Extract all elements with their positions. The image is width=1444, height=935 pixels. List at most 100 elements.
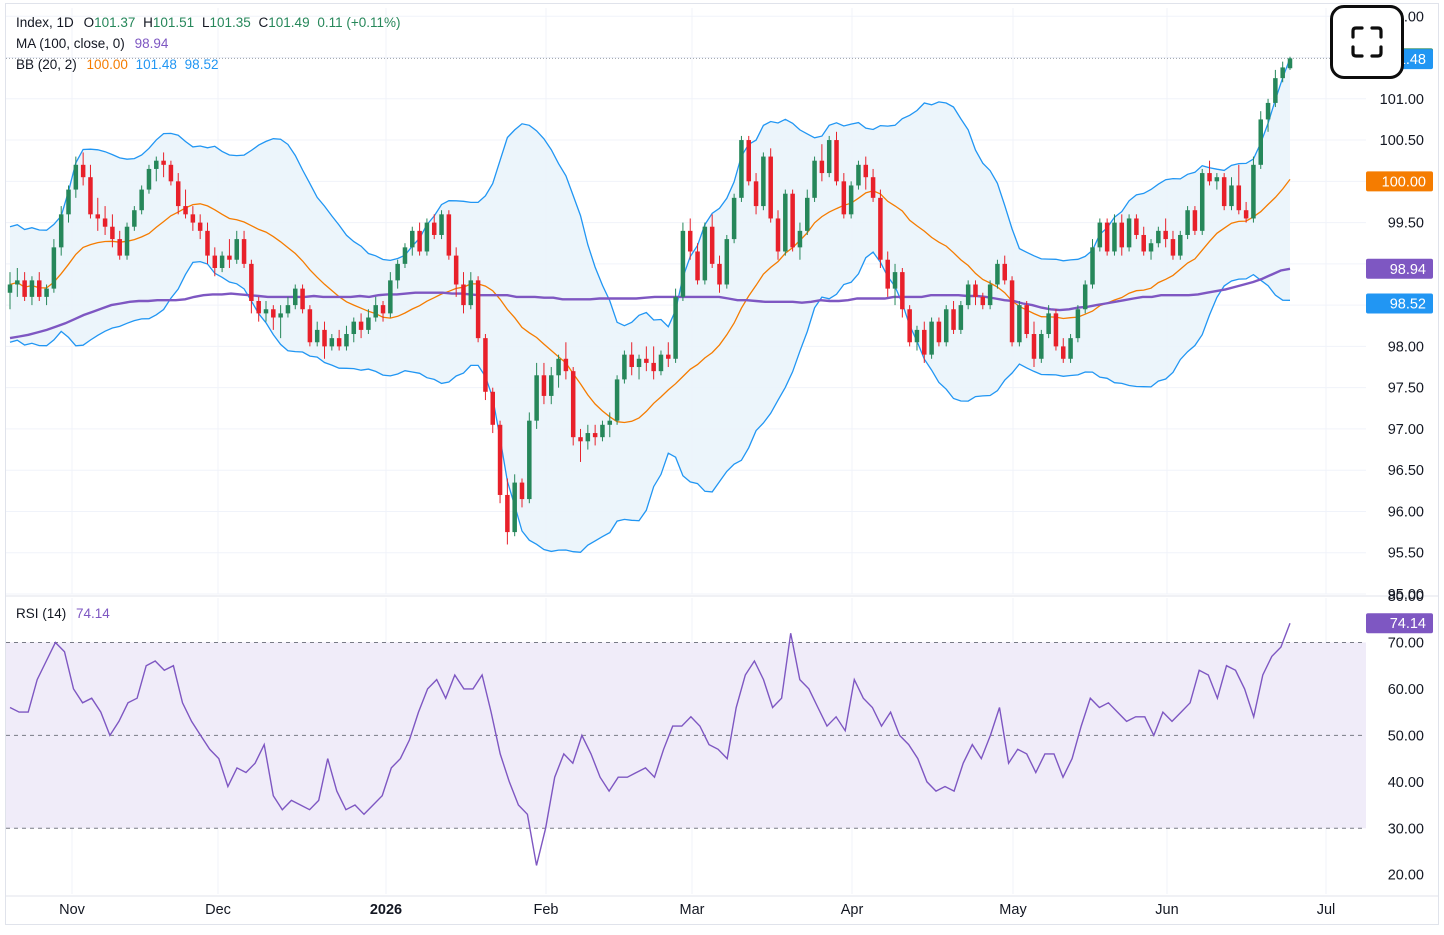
candle-body xyxy=(870,177,876,198)
candle-body xyxy=(285,305,291,314)
candle-body xyxy=(410,230,415,248)
candle-body xyxy=(980,296,986,306)
candle-body xyxy=(219,255,225,268)
candle-body xyxy=(709,226,715,264)
high-label: H xyxy=(143,15,153,30)
candle-body xyxy=(73,164,79,190)
candle-body xyxy=(1156,230,1161,244)
candle-body xyxy=(1273,78,1278,103)
ohlc-legend: Index, 1D O101.37 H101.51 L101.35 C101.4… xyxy=(16,15,405,30)
candle-body xyxy=(1061,346,1066,359)
candle-body xyxy=(1163,230,1168,240)
candle-body xyxy=(812,160,817,198)
chart-frame xyxy=(5,3,1439,925)
ma-label: MA (100, close, 0) xyxy=(16,36,125,51)
candle-body xyxy=(892,272,898,289)
candle-body xyxy=(922,329,927,355)
candle-body xyxy=(1170,239,1176,256)
price-tick-label: 97.50 xyxy=(1388,381,1424,397)
candle-body xyxy=(322,329,327,347)
rsi-tick-label: 50.00 xyxy=(1388,728,1424,744)
bb-lower-line xyxy=(9,251,1291,553)
candle-body xyxy=(490,391,495,425)
candle-body xyxy=(417,230,422,252)
candle-body xyxy=(7,284,13,293)
candle-body xyxy=(300,288,305,310)
time-tick-label: 2026 xyxy=(370,902,402,918)
candle-body xyxy=(805,197,810,231)
candle-body xyxy=(600,424,605,438)
candle-body xyxy=(1039,334,1044,359)
candle-body xyxy=(212,255,218,268)
time-tick-label: Feb xyxy=(534,902,559,918)
candle-body xyxy=(1141,234,1146,252)
bb-upper-line xyxy=(9,58,1291,328)
candle-body xyxy=(1258,119,1263,165)
candle-body xyxy=(1229,185,1234,207)
candle-body xyxy=(446,214,452,256)
rsi-label: RSI (14) xyxy=(16,606,67,621)
candle-body xyxy=(314,329,320,343)
fullscreen-button[interactable] xyxy=(1330,5,1404,79)
candle-body xyxy=(205,230,210,256)
price-badge-bg xyxy=(1366,171,1433,192)
rsi-tick-label: 60.00 xyxy=(1388,682,1424,698)
candle-body xyxy=(161,160,166,165)
candle-body xyxy=(775,218,781,252)
candle-body xyxy=(475,280,481,339)
close-value: 101.49 xyxy=(268,15,310,30)
candle-body xyxy=(614,379,620,421)
candle-body xyxy=(44,288,49,297)
price-tick-label: 98.00 xyxy=(1388,339,1424,355)
candle-body xyxy=(1134,218,1139,235)
bb-fill xyxy=(10,58,1290,553)
candle-body xyxy=(146,168,152,190)
candle-body xyxy=(329,338,335,347)
rsi-line xyxy=(9,622,1291,866)
candle-body xyxy=(431,222,437,235)
candle-body xyxy=(512,482,517,533)
candle-body xyxy=(1068,338,1073,359)
candle-body xyxy=(15,280,20,285)
candle-body xyxy=(541,375,547,396)
candle-body xyxy=(175,181,181,207)
candle-body xyxy=(1214,177,1220,182)
price-tick-label: 95.00 xyxy=(1388,587,1424,603)
rsi-axis: 20.00 30.00 40.00 50.00 60.00 70.00 80.00 xyxy=(1388,589,1424,884)
time-tick-label: Mar xyxy=(680,902,705,918)
change-value: 0.11 (+0.11%) xyxy=(317,15,401,30)
candle-body xyxy=(585,433,591,442)
candle-body xyxy=(1002,263,1007,281)
rsi-badge-bg xyxy=(1366,613,1433,634)
candle-body xyxy=(695,251,700,281)
candle-body xyxy=(29,280,35,297)
candle-body xyxy=(761,156,766,207)
candle-body xyxy=(351,321,357,335)
candle-body xyxy=(1082,284,1088,310)
price-tick-label: 96.50 xyxy=(1388,463,1424,479)
candle-body xyxy=(80,164,86,178)
candle-body xyxy=(241,239,247,264)
candle-body xyxy=(563,358,569,372)
candle-body xyxy=(885,259,890,289)
candle-body xyxy=(790,193,795,248)
price-badge-label: 100.00 xyxy=(1382,174,1426,190)
candle-body xyxy=(293,288,298,306)
candle-body xyxy=(1280,67,1285,79)
rsi-tick-label: 70.00 xyxy=(1388,635,1424,651)
candle-body xyxy=(1251,164,1256,219)
candle-body xyxy=(1104,222,1110,252)
candle-body xyxy=(1046,313,1051,335)
candle-body xyxy=(731,197,737,240)
time-tick-label: Jun xyxy=(1155,902,1178,918)
candle-body xyxy=(592,433,598,438)
candle-body xyxy=(388,280,393,314)
candle-body xyxy=(1024,305,1029,335)
candle-body xyxy=(878,197,883,260)
candle-body xyxy=(651,362,656,372)
price-tick-label: 100.50 xyxy=(1380,133,1424,149)
high-value: 101.51 xyxy=(152,15,195,30)
fullscreen-icon xyxy=(1351,26,1383,58)
